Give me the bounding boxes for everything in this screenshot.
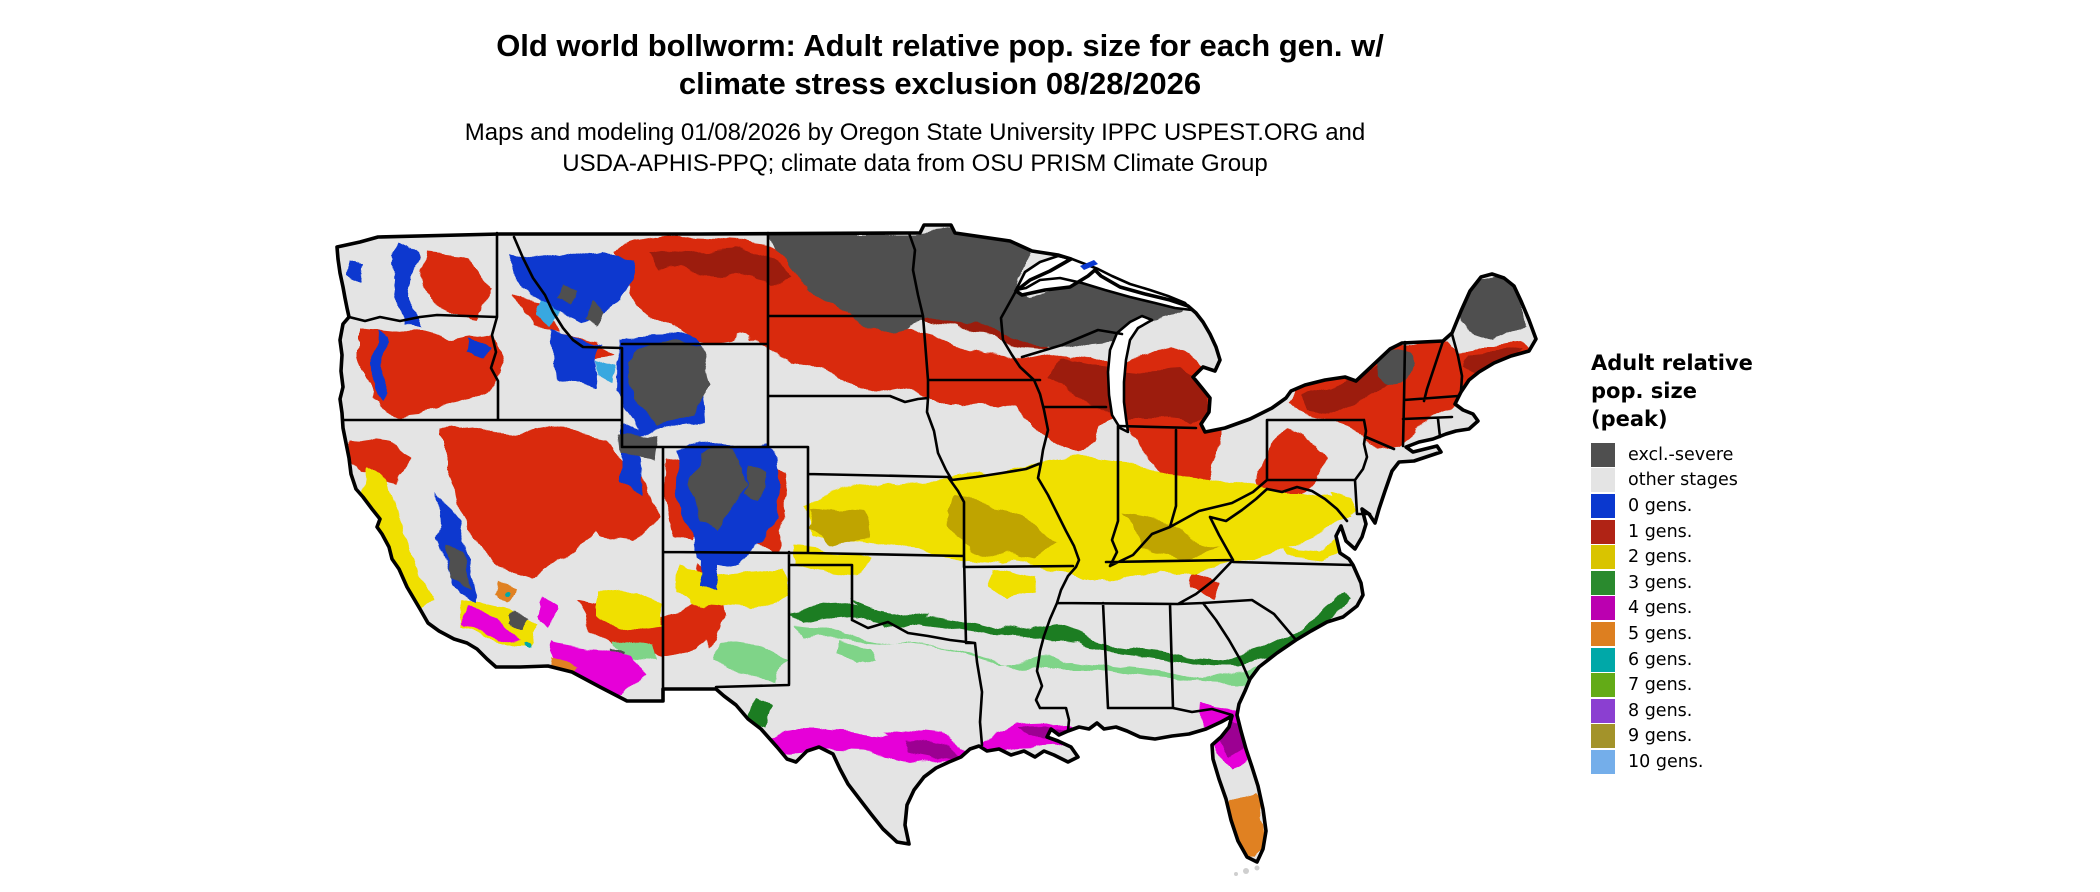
legend-item: 0 gens. xyxy=(1591,493,1871,519)
map-title-line2: climate stress exclusion 08/28/2026 xyxy=(678,66,1202,101)
legend-item: other stages xyxy=(1591,468,1871,494)
map-region-3-gens-light xyxy=(612,625,1352,686)
legend-title: Adult relative pop. size (peak) xyxy=(1591,349,1871,433)
legend-label: other stages xyxy=(1628,470,1738,491)
legend-swatch-4-gens xyxy=(1591,596,1615,621)
legend: Adult relative pop. size (peak) excl.-se… xyxy=(1591,349,1871,775)
legend-label: 5 gens. xyxy=(1628,623,1693,644)
legend-label: 10 gens. xyxy=(1628,751,1704,772)
legend-label: 4 gens. xyxy=(1628,598,1693,619)
legend-label: 1 gens. xyxy=(1628,521,1693,542)
legend-item: 3 gens. xyxy=(1591,570,1871,596)
map-title: Old world bollworm: Adult relative pop. … xyxy=(320,27,1560,103)
state-borders xyxy=(341,231,1464,747)
isle-royale xyxy=(1080,260,1098,270)
legend-label: 0 gens. xyxy=(1628,495,1693,516)
legend-item: 8 gens. xyxy=(1591,698,1871,724)
map-region-2-gens-dark xyxy=(810,500,1220,560)
map-subtitle-line2: USDA-APHIS-PPQ; climate data from OSU PR… xyxy=(562,150,1268,177)
legend-item: 10 gens. xyxy=(1591,749,1871,775)
legend-label: 2 gens. xyxy=(1628,547,1693,568)
florida-keys xyxy=(1234,865,1260,876)
lake-michigan xyxy=(1106,314,1154,434)
legend-item: excl.-severe xyxy=(1591,442,1871,468)
legend-item: 7 gens. xyxy=(1591,672,1871,698)
legend-swatch-9-gens xyxy=(1591,724,1615,749)
legend-title-line3: (peak) xyxy=(1591,407,1668,431)
legend-swatch-1-gens xyxy=(1591,519,1615,544)
legend-title-line2: pop. size xyxy=(1591,379,1697,403)
legend-swatch-3-gens xyxy=(1591,570,1615,595)
legend-swatch-7-gens xyxy=(1591,673,1615,698)
legend-label: 8 gens. xyxy=(1628,700,1693,721)
legend-swatch-10-gens xyxy=(1591,749,1615,774)
legend-label: 6 gens. xyxy=(1628,649,1693,670)
map-subtitle: Maps and modeling 01/08/2026 by Oregon S… xyxy=(290,117,1540,179)
legend-label: excl.-severe xyxy=(1628,444,1734,465)
legend-label: 7 gens. xyxy=(1628,675,1693,696)
legend-list: excl.-severe other stages 0 gens. 1 gens… xyxy=(1591,442,1871,775)
legend-label: 9 gens. xyxy=(1628,726,1693,747)
legend-swatch-5-gens xyxy=(1591,621,1615,646)
legend-title-line1: Adult relative xyxy=(1591,351,1753,375)
legend-label: 3 gens. xyxy=(1628,572,1693,593)
map-subtitle-line1: Maps and modeling 01/08/2026 by Oregon S… xyxy=(464,119,1366,146)
map-title-line1: Old world bollworm: Adult relative pop. … xyxy=(496,28,1384,63)
legend-item: 5 gens. xyxy=(1591,621,1871,647)
legend-swatch-6-gens xyxy=(1591,647,1615,672)
legend-item: 4 gens. xyxy=(1591,596,1871,622)
legend-item: 6 gens. xyxy=(1591,647,1871,673)
legend-item: 1 gens. xyxy=(1591,519,1871,545)
legend-item: 9 gens. xyxy=(1591,724,1871,750)
legend-swatch-8-gens xyxy=(1591,698,1615,723)
legend-swatch-0-gens xyxy=(1591,493,1615,518)
legend-item: 2 gens. xyxy=(1591,544,1871,570)
legend-swatch-2-gens xyxy=(1591,545,1615,570)
map-region-excl-severe xyxy=(446,226,1528,668)
legend-swatch-excl-severe xyxy=(1591,442,1615,467)
map-region-6-gens xyxy=(500,589,531,652)
legend-swatch-other-stages xyxy=(1591,468,1615,493)
